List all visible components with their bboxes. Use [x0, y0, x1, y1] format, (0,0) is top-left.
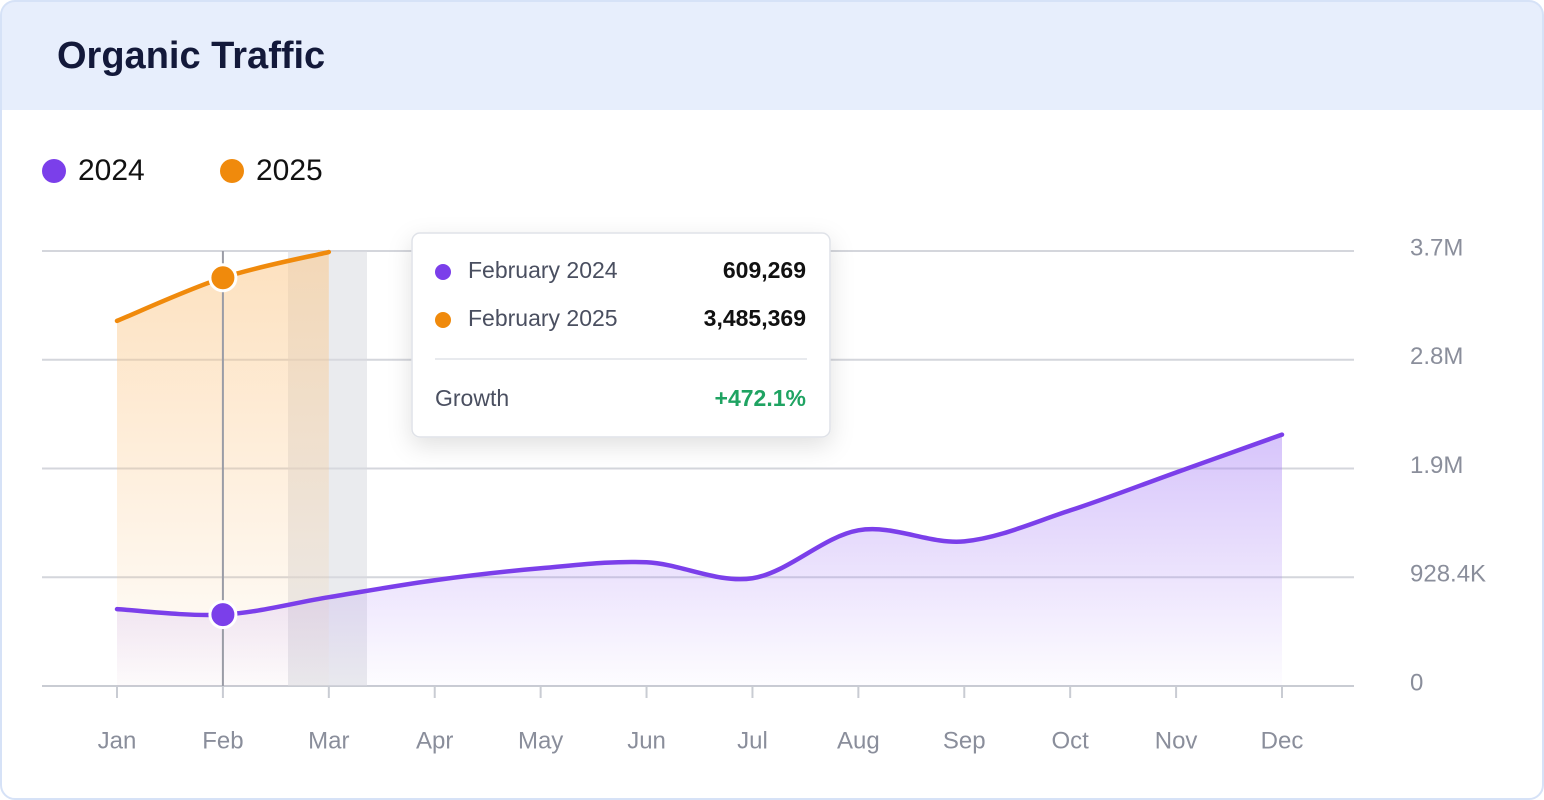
x-tick-label: Apr — [416, 727, 453, 754]
tooltip: Growth +472.1% February 2024 609,269 Febru… — [411, 232, 831, 438]
tooltip-row-value: 609,269 — [723, 257, 806, 283]
header — [1, 1, 1543, 110]
x-tick-label: Aug — [837, 727, 880, 754]
legend-swatch — [42, 159, 66, 183]
chart-title: Organic Traffic — [57, 35, 325, 77]
y-tick-label: 928.4K — [1410, 561, 1486, 588]
y-tick-label: 0 — [1410, 669, 1423, 696]
legend-label: 2024 — [78, 154, 145, 187]
x-tick-label: Jul — [737, 727, 768, 754]
tooltip-row-value: 3,485,369 — [704, 305, 806, 331]
x-tick-label: Jun — [627, 727, 666, 754]
hover-dot — [208, 600, 238, 630]
x-tick-label: Nov — [1155, 727, 1198, 754]
x-tick-label: Mar — [308, 727, 349, 754]
x-tick-label: Sep — [943, 727, 986, 754]
series-area — [117, 434, 1282, 686]
tooltip-row-name: February 2025 — [468, 305, 618, 331]
tooltip-swatch — [435, 312, 451, 328]
x-tick-label: Feb — [202, 727, 243, 754]
y-tick-label: 2.8M — [1410, 343, 1463, 370]
series-line — [114, 432, 1285, 618]
tooltip-swatch — [435, 264, 451, 280]
y-tick-label: 1.9M — [1410, 452, 1463, 479]
tooltip-row-name: February 2024 — [468, 257, 618, 283]
legend-label: 2025 — [256, 154, 323, 187]
tooltip-box — [411, 232, 831, 438]
y-tick-label: 3.7M — [1410, 234, 1463, 261]
legend-swatch — [220, 159, 244, 183]
hover-dot — [208, 263, 238, 293]
x-tick-label: Dec — [1261, 727, 1304, 754]
x-tick-label: Oct — [1052, 727, 1090, 754]
x-tick-label: Jan — [98, 727, 137, 754]
tooltip-growth: +472.1% — [715, 385, 806, 411]
x-tick-label: May — [518, 727, 563, 754]
tooltip-growth-label: Growth — [435, 385, 509, 411]
